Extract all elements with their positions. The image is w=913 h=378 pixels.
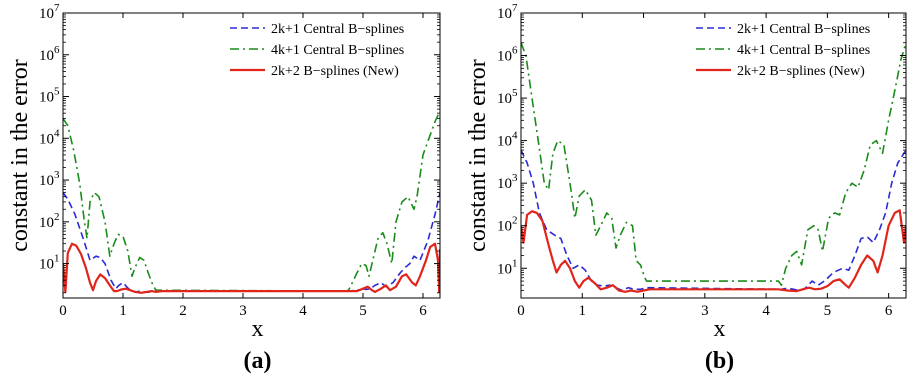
legend-label-1: 2k+1 Central B−splines [737, 22, 870, 37]
x-axis-label: x [252, 316, 264, 342]
series-line-2 [63, 110, 440, 292]
legend: 2k+1 Central B−splines 4k+1 Central B−spl… [230, 22, 404, 79]
legend-label-3: 2k+2 B−splines (New) [737, 64, 865, 79]
x-tick-label: 5 [824, 303, 832, 319]
plot-frame [62, 12, 441, 299]
x-tick-label: 0 [59, 303, 67, 319]
y-axis-label: constant in the error [465, 59, 491, 252]
y-tick-label: 106 [39, 44, 60, 64]
x-tick-label: 4 [762, 303, 770, 319]
y-tick-label: 101 [497, 257, 518, 277]
y-tick-label: 104 [497, 130, 518, 150]
y-tick-label: 105 [497, 87, 518, 107]
series-line-3 [63, 242, 440, 294]
series-line-3 [521, 209, 906, 293]
y-tick-label: 107 [39, 2, 60, 22]
x-tick-label: 6 [885, 303, 893, 319]
series-line-2 [521, 42, 906, 286]
panel-a: 0 1 2 3 4 5 6 101 102 103 104 105 106 107 x constant in… [7, 2, 441, 374]
x-tick-label: 0 [517, 303, 525, 319]
series-line-1 [521, 149, 906, 292]
plot-frame [520, 12, 907, 299]
panel-label: (b) [705, 348, 734, 374]
panel-b: 0 1 2 3 4 5 6 101 102 103 104 105 106 107 x constant in… [465, 2, 907, 374]
x-tick-label: 4 [299, 303, 307, 319]
y-axis-label: constant in the error [7, 59, 33, 252]
series-line-1 [63, 192, 440, 293]
y-tick-label: 107 [497, 2, 518, 22]
x-tick-label: 6 [419, 303, 427, 319]
legend-label-1: 2k+1 Central B−splines [271, 22, 404, 37]
x-tick-label: 1 [579, 303, 587, 319]
y-tick-label: 105 [39, 86, 60, 106]
x-tick-label: 1 [119, 303, 127, 319]
x-tick-label: 3 [701, 303, 709, 319]
y-tick-label: 102 [39, 211, 60, 231]
y-tick-label: 103 [497, 172, 518, 192]
x-tick-label: 3 [239, 303, 247, 319]
x-tick-label: 5 [359, 303, 367, 319]
y-tick-label: 106 [497, 45, 518, 65]
x-axis-label: x [714, 316, 726, 342]
legend-label-3: 2k+2 B−splines (New) [271, 64, 399, 79]
legend-label-2: 4k+1 Central B−splines [737, 43, 870, 58]
y-tick-label: 104 [39, 127, 60, 147]
x-tick-label: 2 [179, 303, 187, 319]
y-tick-label: 101 [39, 253, 60, 273]
legend: 2k+1 Central B−splines 4k+1 Central B−spl… [696, 22, 870, 79]
y-tick-label: 102 [497, 215, 518, 235]
legend-label-2: 4k+1 Central B−splines [271, 43, 404, 58]
x-tick-label: 2 [640, 303, 648, 319]
panel-label: (a) [244, 348, 272, 374]
y-tick-label: 103 [39, 169, 60, 189]
